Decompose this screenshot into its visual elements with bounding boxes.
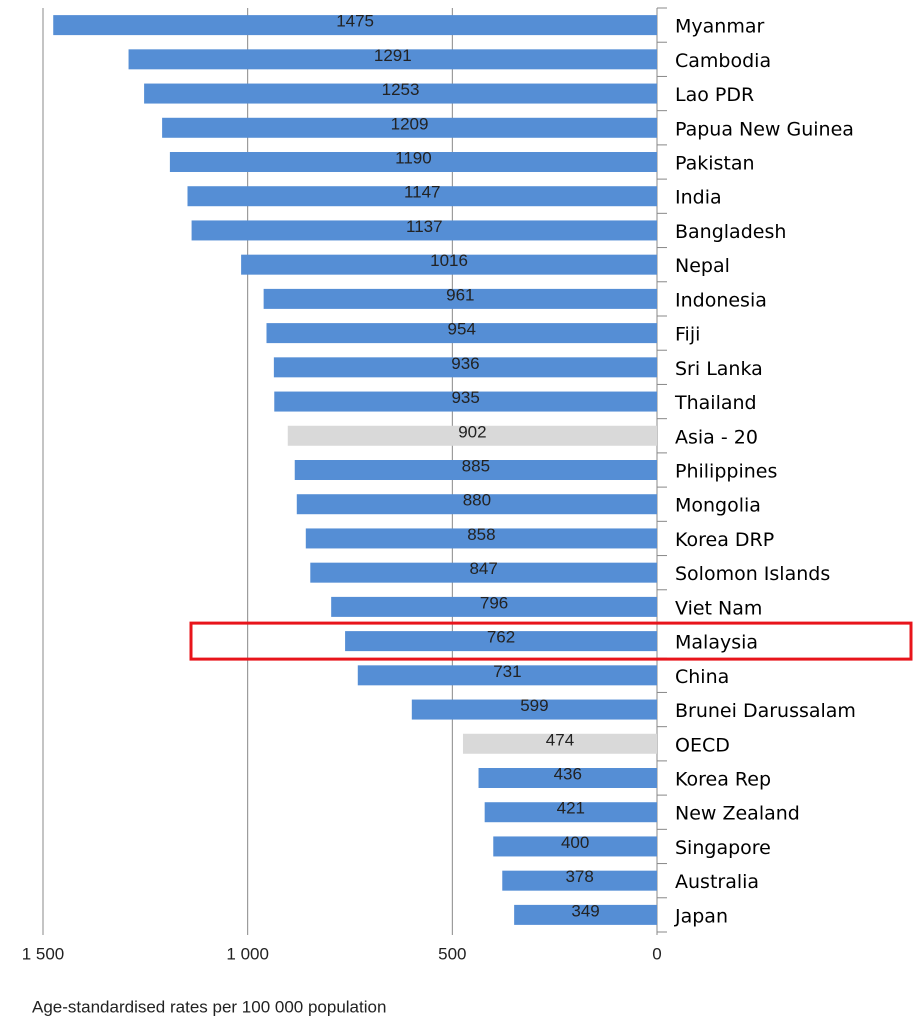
bar — [169, 152, 658, 172]
bar — [274, 391, 657, 412]
bar — [310, 562, 657, 583]
bar — [187, 186, 657, 207]
x-tick-label: 1 500 — [22, 944, 65, 963]
bar — [478, 768, 657, 788]
value-label: 378 — [565, 867, 593, 886]
category-label: Solomon Islands — [675, 563, 830, 585]
value-label: 1147 — [404, 183, 441, 202]
value-label: 885 — [462, 456, 490, 475]
highlight-box — [189, 621, 913, 661]
x-tick-label: 500 — [438, 944, 466, 963]
value-label: 1209 — [391, 114, 429, 133]
value-label: 1016 — [430, 251, 468, 270]
category-label: Pakistan — [675, 153, 755, 175]
bar — [305, 528, 657, 549]
value-label: 474 — [546, 730, 574, 749]
value-label: 1137 — [406, 217, 443, 236]
bar — [357, 665, 657, 686]
bar — [514, 904, 657, 925]
value-label: 1291 — [374, 46, 412, 65]
value-label: 421 — [557, 799, 585, 818]
value-label: 902 — [458, 422, 486, 441]
bar — [345, 631, 657, 652]
category-label: Asia - 20 — [675, 426, 758, 448]
category-label: Viet Nam — [675, 597, 762, 619]
bar — [144, 83, 657, 104]
category-label: Japan — [674, 905, 728, 927]
bar — [273, 357, 657, 378]
category-label: Korea Rep — [675, 769, 771, 791]
category-label: Myanmar — [675, 16, 764, 38]
category-label: India — [675, 187, 722, 209]
category-label: Malaysia — [675, 632, 758, 654]
category-label: Singapore — [675, 837, 771, 859]
value-label: 796 — [480, 593, 508, 612]
category-label: Brunei Darussalam — [675, 700, 856, 722]
bar — [462, 733, 657, 754]
category-label: Thailand — [674, 392, 757, 414]
category-label: Mongolia — [675, 495, 761, 517]
category-label: Lao PDR — [675, 84, 754, 106]
category-label: Australia — [675, 871, 759, 893]
bar — [484, 802, 657, 823]
category-label: Bangladesh — [675, 221, 786, 243]
category-label: Cambodia — [675, 50, 771, 72]
value-label: 847 — [469, 559, 497, 578]
category-label: Indonesia — [675, 289, 767, 311]
value-label: 349 — [571, 901, 599, 920]
x-tick-label: 0 — [652, 944, 661, 963]
value-label: 961 — [446, 285, 474, 304]
category-label: New Zealand — [675, 803, 800, 825]
value-label: 1190 — [395, 148, 432, 167]
value-label: 936 — [451, 354, 479, 373]
value-label: 954 — [448, 320, 476, 339]
bar — [493, 836, 657, 857]
value-label: 935 — [451, 388, 479, 407]
value-label: 400 — [561, 833, 589, 852]
x-tick-label: 1 000 — [226, 944, 269, 963]
value-label: 599 — [520, 696, 548, 715]
bar — [263, 288, 657, 309]
value-label: 858 — [467, 525, 495, 544]
category-label: Sri Lanka — [675, 358, 763, 380]
bar — [331, 596, 657, 617]
category-label: China — [675, 666, 729, 688]
category-label: Fiji — [675, 324, 700, 346]
value-label: 731 — [493, 662, 521, 681]
bar — [128, 49, 657, 70]
bar — [53, 15, 657, 36]
bar — [266, 323, 657, 344]
bar — [296, 494, 657, 515]
bar — [502, 870, 657, 891]
bar — [162, 117, 657, 138]
x-axis-title: Age-standardised rates per 100 000 popul… — [32, 997, 386, 1016]
bar — [411, 699, 657, 720]
bar — [287, 425, 657, 446]
bar — [294, 460, 657, 480]
bar — [191, 220, 657, 241]
category-label: Papua New Guinea — [675, 118, 854, 140]
category-label: Nepal — [675, 255, 730, 277]
category-label: Philippines — [675, 461, 777, 483]
value-label: 762 — [487, 628, 515, 647]
value-label: 436 — [554, 764, 582, 783]
value-label: 1253 — [382, 80, 420, 99]
value-label: 880 — [463, 491, 491, 510]
bar — [241, 254, 657, 275]
category-label: Korea DRP — [675, 529, 774, 551]
category-label: OECD — [675, 734, 730, 756]
value-label: 1475 — [336, 12, 374, 31]
